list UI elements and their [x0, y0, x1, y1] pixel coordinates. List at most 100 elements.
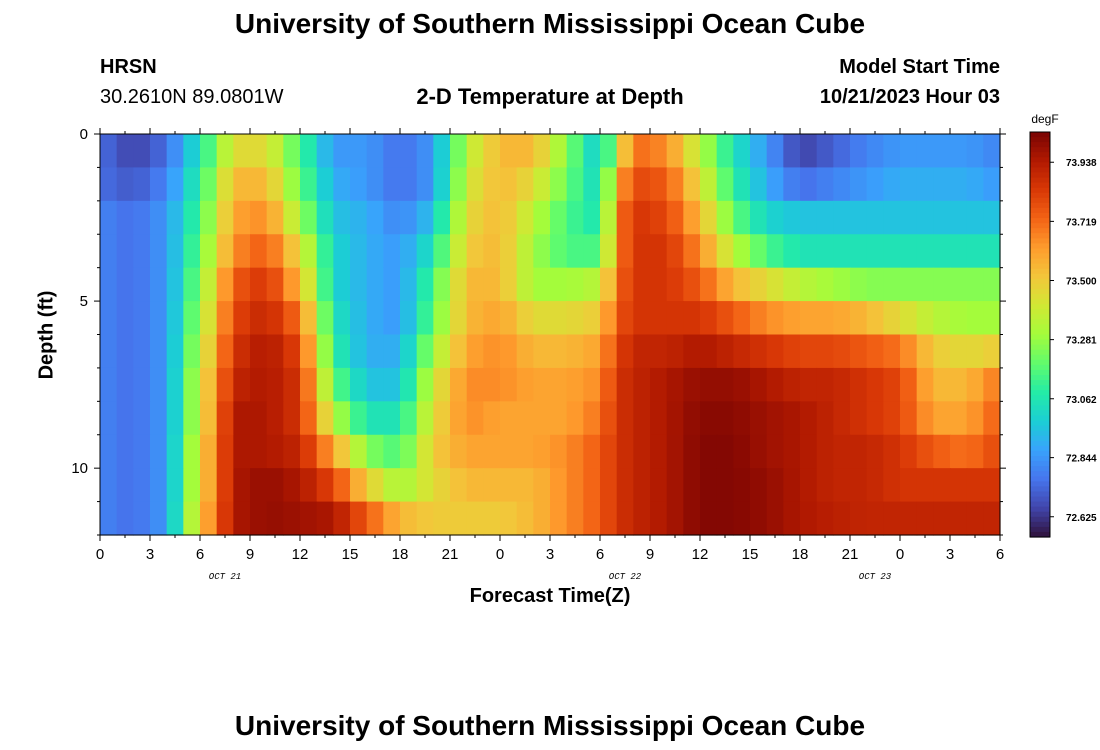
heatmap-cell [266, 301, 284, 336]
colorbar-segment [1030, 521, 1050, 528]
heatmap-cell [783, 367, 801, 402]
heatmap-cell [783, 134, 801, 169]
heatmap-cell [800, 167, 818, 202]
heatmap-cell [983, 301, 1001, 336]
heatmap-cell [666, 334, 684, 369]
heatmap-cell [283, 167, 301, 202]
heatmap-cell [600, 501, 618, 536]
heatmap-cell [733, 468, 751, 503]
plot-title: 2-D Temperature at Depth [416, 84, 684, 109]
colorbar-segment [1030, 162, 1050, 169]
colorbar-segment [1030, 359, 1050, 366]
heatmap-cell [250, 167, 268, 202]
heatmap-cell [516, 401, 534, 436]
heatmap-cell [116, 167, 134, 202]
heatmap-cell [500, 468, 518, 503]
heatmap-cell [333, 401, 351, 436]
heatmap-cell [166, 301, 184, 336]
heatmap-cell [450, 134, 468, 169]
colorbar-segment [1030, 440, 1050, 447]
heatmap-cell [650, 267, 668, 302]
heatmap-cell [966, 134, 984, 169]
heatmap-cell [416, 267, 434, 302]
heatmap-cell [616, 501, 634, 536]
heatmap-cell [216, 334, 234, 369]
colorbar-segment [1030, 294, 1050, 300]
colorbar-tick-label: 72.844 [1066, 454, 1097, 465]
heatmap-cell [933, 301, 951, 336]
heatmap-cell [266, 167, 284, 202]
heatmap-cell [633, 367, 651, 402]
heatmap-cell [800, 234, 818, 269]
heatmap-cell [433, 134, 451, 169]
colorbar-segment [1030, 486, 1050, 493]
model-start-value: 10/21/2023 Hour 03 [819, 86, 1000, 108]
colorbar-segment [1030, 526, 1050, 533]
heatmap-cell [216, 401, 234, 436]
heatmap-cell [916, 401, 934, 436]
heatmap-cell [333, 501, 351, 536]
heatmap-cell [433, 267, 451, 302]
heatmap-cell [683, 134, 701, 169]
x-tick-label: 0 [496, 546, 504, 563]
heatmap-cell [100, 234, 118, 269]
heatmap-cell [266, 334, 284, 369]
heatmap-cell [516, 301, 534, 336]
heatmap-cell [633, 301, 651, 336]
heatmap-cell [883, 434, 901, 469]
heatmap-cell [600, 134, 618, 169]
heatmap-cell [883, 301, 901, 336]
heatmap-cell [816, 200, 834, 235]
heatmap-cell [733, 434, 751, 469]
heatmap-cell [983, 468, 1001, 503]
heatmap-cell [100, 401, 118, 436]
heatmap-cell [216, 301, 234, 336]
heatmap-cell [683, 267, 701, 302]
heatmap-cell [883, 401, 901, 436]
heatmap-cell [900, 334, 918, 369]
heatmap-cell [866, 234, 884, 269]
heatmap-cell [433, 434, 451, 469]
heatmap-cell [900, 301, 918, 336]
heatmap-cell [533, 334, 551, 369]
heatmap-cell [133, 501, 151, 536]
x-tick-label: 18 [392, 546, 409, 563]
heatmap-cell [983, 367, 1001, 402]
heatmap-cell [333, 200, 351, 235]
heatmap-cell [583, 501, 601, 536]
heatmap-cell [883, 501, 901, 536]
heatmap-cell [366, 301, 384, 336]
heatmap-cell [716, 167, 734, 202]
heatmap-cell [566, 234, 584, 269]
heatmap-cell [750, 334, 768, 369]
heatmap-cell [316, 200, 334, 235]
heatmap-cell [550, 401, 568, 436]
heatmap-cell [600, 334, 618, 369]
x-tick-label: 12 [292, 546, 309, 563]
heatmap-cell [200, 134, 218, 169]
heatmap-cell [300, 301, 318, 336]
colorbar-segment [1030, 415, 1050, 422]
heatmap-cell [483, 501, 501, 536]
heatmap-cell [466, 301, 484, 336]
colorbar-segment [1030, 476, 1050, 482]
heatmap-cell [616, 434, 634, 469]
heatmap-cell [366, 234, 384, 269]
heatmap-cell [100, 501, 118, 536]
colorbar-segment [1030, 375, 1050, 381]
colorbar-segment [1030, 466, 1050, 472]
heatmap-cell [433, 501, 451, 536]
heatmap-cell [616, 234, 634, 269]
x-tick-label: 3 [546, 546, 554, 563]
heatmap-cell [600, 301, 618, 336]
heatmap-cell [416, 234, 434, 269]
heatmap-cell [600, 200, 618, 235]
heatmap-cell [416, 200, 434, 235]
heatmap-cell [866, 501, 884, 536]
heatmap-cell [700, 468, 718, 503]
heatmap-cell [733, 301, 751, 336]
heatmap-cell [150, 267, 168, 302]
heatmap-cell [216, 468, 234, 503]
heatmap-cell [300, 334, 318, 369]
heatmap-cell [983, 267, 1001, 302]
